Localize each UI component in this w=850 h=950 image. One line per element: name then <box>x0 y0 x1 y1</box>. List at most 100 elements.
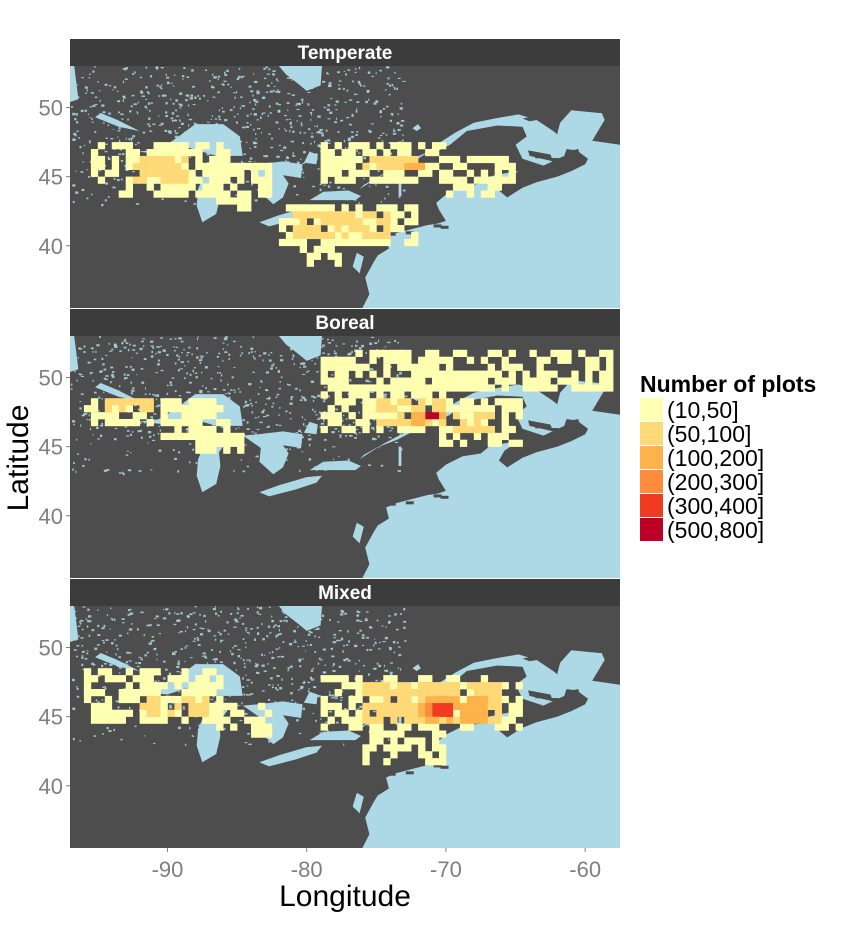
heatmap-cell <box>209 176 217 184</box>
heatmap-cell <box>439 419 447 427</box>
heatmap-cell <box>320 363 328 371</box>
heatmap-cell <box>369 689 377 697</box>
heatmap-cell <box>397 391 405 399</box>
heatmap-cell <box>515 405 523 413</box>
heatmap-cell <box>167 190 175 198</box>
heatmap-cell <box>404 689 412 697</box>
heatmap-cell <box>376 419 384 427</box>
heatmap-cell <box>299 225 307 233</box>
land-island <box>564 149 583 169</box>
heatmap-cell <box>348 149 356 157</box>
heatmap-cell <box>411 377 419 385</box>
heatmap-cell <box>362 709 370 717</box>
heatmap-cell <box>425 412 433 420</box>
heatmap-cell <box>202 675 210 683</box>
heatmap-cell <box>195 176 203 184</box>
heatmap-cell <box>473 425 482 434</box>
heatmap-cell <box>376 218 384 226</box>
heatmap-cell <box>466 723 475 731</box>
heatmap-cell <box>418 716 426 724</box>
heatmap-cell <box>425 682 433 690</box>
heatmap-cell <box>118 695 126 704</box>
heatmap-cell <box>104 412 113 420</box>
heatmap-cell <box>167 169 175 177</box>
heatmap-cell <box>216 155 224 164</box>
heatmap-cell <box>480 370 489 378</box>
heatmap-cell <box>473 405 482 413</box>
heatmap-cell <box>487 363 495 371</box>
heatmap-cell <box>209 439 217 447</box>
heatmap-cell <box>369 405 377 413</box>
heatmap-cell <box>348 162 356 170</box>
heatmap-cell <box>411 155 419 164</box>
y-tick-label: 50 <box>39 365 63 390</box>
heatmap-cell <box>327 225 335 233</box>
heatmap-cell <box>230 439 238 447</box>
heatmap-cell <box>167 695 175 704</box>
heatmap-cell <box>459 682 468 690</box>
heatmap-cell <box>348 155 356 164</box>
heatmap-cell <box>174 425 182 434</box>
water-layer <box>70 606 620 848</box>
heatmap-cell <box>432 142 440 150</box>
heatmap-cell <box>376 398 384 406</box>
heatmap-cell <box>432 356 440 364</box>
heatmap-cell <box>202 716 210 724</box>
heatmap-cell <box>104 675 113 683</box>
heatmap-cell <box>216 682 224 690</box>
heatmap-cell <box>480 689 489 697</box>
heatmap-cell <box>202 425 210 434</box>
heatmap-cell <box>334 356 342 364</box>
heatmap-cell <box>487 384 495 392</box>
heatmap-cell <box>425 398 433 406</box>
heatmap-cell <box>167 709 175 717</box>
heatmap-cell <box>508 169 516 177</box>
heatmap-cell <box>418 695 426 704</box>
heatmap-cell <box>487 439 495 447</box>
legend-swatch <box>640 446 663 469</box>
heatmap-cell <box>90 702 99 710</box>
heatmap-cell <box>153 682 161 690</box>
heatmap-cell <box>494 162 502 170</box>
land-island <box>433 764 442 768</box>
heatmap-cell <box>376 682 384 690</box>
heatmap-cell <box>209 668 217 676</box>
heatmap-cell <box>466 702 475 710</box>
heatmap-cell <box>473 370 482 378</box>
heatmap-cell <box>376 405 384 413</box>
heatmap-cell <box>515 682 523 690</box>
heatmap-cell <box>223 716 231 724</box>
heatmap-cell <box>327 169 335 177</box>
heatmap-cell <box>369 370 377 378</box>
heatmap-cell <box>334 238 342 247</box>
land-island <box>550 698 559 702</box>
heatmap-cell <box>334 689 342 697</box>
heatmap-cell <box>160 142 168 150</box>
heatmap-cell <box>118 689 126 697</box>
heatmap-cell <box>418 751 426 759</box>
heatmap-cell <box>174 183 182 191</box>
heatmap-cell <box>320 162 328 170</box>
heatmap-cell <box>174 432 182 440</box>
heatmap-cell <box>508 176 516 184</box>
heatmap-cell <box>439 425 447 434</box>
heatmap-cell <box>355 419 363 427</box>
heatmap-cell <box>425 356 433 364</box>
heatmap-cell <box>459 412 468 420</box>
heatmap-cell <box>390 391 398 399</box>
heatmap-cell <box>473 695 482 704</box>
facet-strip-label: Mixed <box>318 583 372 604</box>
heatmap-cell <box>195 162 203 170</box>
heatmap-cell <box>153 190 161 198</box>
heatmap-cell <box>439 758 447 766</box>
heatmap-cell <box>146 155 154 164</box>
heatmap-cell <box>439 155 447 164</box>
heatmap-cell <box>202 439 210 447</box>
heatmap-cell <box>327 238 335 247</box>
heatmap-cell <box>125 190 133 198</box>
heatmap-cell <box>432 737 440 745</box>
heatmap-cell <box>153 668 161 676</box>
heatmap-cell <box>473 716 482 724</box>
heatmap-cell <box>480 169 489 177</box>
land-island <box>440 765 449 769</box>
